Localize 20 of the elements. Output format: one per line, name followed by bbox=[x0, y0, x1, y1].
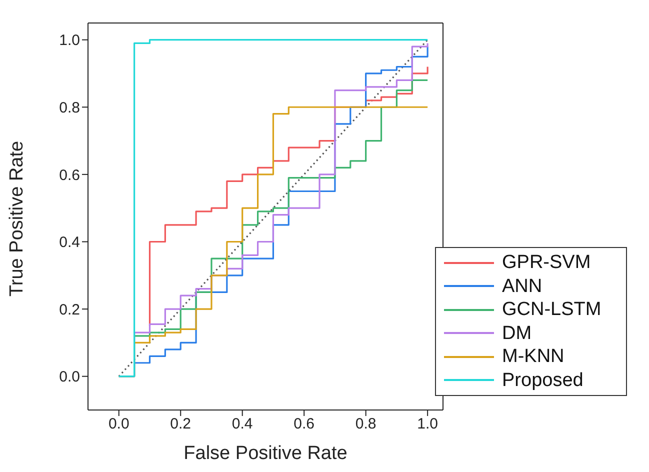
y-axis-title: True Positive Rate bbox=[6, 140, 28, 296]
legend-label: ANN bbox=[502, 274, 542, 298]
y-tick-label: 0.8 bbox=[59, 99, 80, 116]
y-tick-label: 1.0 bbox=[59, 32, 80, 50]
y-tick-label: 0.6 bbox=[59, 166, 80, 184]
legend-label: GPR-SVM bbox=[502, 251, 591, 274]
y-tick-label: 0.2 bbox=[59, 301, 80, 318]
x-tick-label: 0.4 bbox=[232, 416, 253, 433]
legend-label: Proposed bbox=[502, 368, 584, 392]
legend-label: GCN-LSTM bbox=[502, 298, 602, 322]
legend-label: DM bbox=[502, 322, 532, 345]
y-tick-label: 0.0 bbox=[59, 368, 80, 386]
x-tick-label: 0.0 bbox=[108, 416, 130, 433]
x-tick-label: 1.0 bbox=[417, 416, 438, 433]
y-tick-label: 0.4 bbox=[59, 234, 80, 252]
x-tick-label: 0.8 bbox=[355, 416, 376, 433]
legend-label: M-KNN bbox=[502, 345, 564, 368]
x-tick-label: 0.6 bbox=[294, 416, 315, 433]
x-axis-title: False Positive Rate bbox=[184, 443, 348, 464]
x-tick-label: 0.2 bbox=[170, 416, 192, 433]
